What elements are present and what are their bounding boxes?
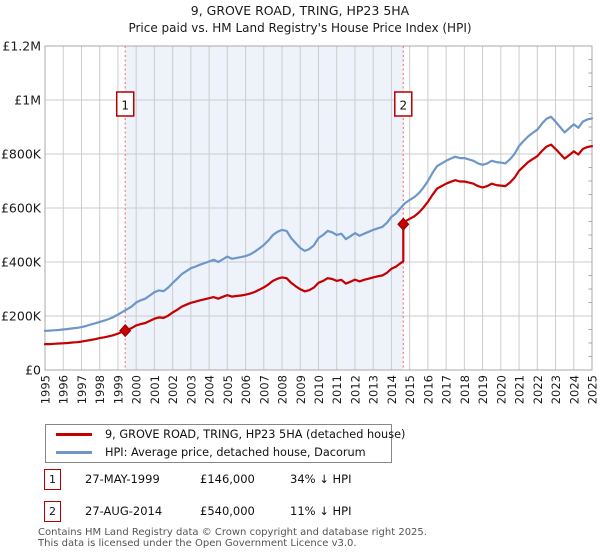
page-title: 9, GROVE ROAD, TRING, HP23 5HA [190,3,410,18]
y-tick-label: £0 [25,363,41,378]
sale-2-price: £540,000 [200,504,255,518]
x-tick-label: 2016 [421,375,435,404]
legend-item-hpi: HPI: Average price, detached house, Daco… [46,444,391,462]
legend-item-price: 9, GROVE ROAD, TRING, HP23 5HA (detached… [46,426,405,444]
page-subtitle: Price paid vs. HM Land Registry's House … [128,21,472,35]
x-tick-label: 1999 [111,375,125,404]
y-tick-label: £1.2M [2,39,41,54]
sale-2-number-badge: 2 [44,501,61,522]
x-tick-label: 2003 [184,375,198,404]
x-tick-label: 2011 [330,375,344,404]
x-tick-label: 2023 [549,375,563,404]
x-tick-label: 2000 [130,375,144,404]
sale-2-diamond [397,217,410,231]
y-tick-label: £600K [1,201,42,216]
x-tick-label: 2021 [513,375,527,404]
x-tick-label: 1996 [57,375,71,404]
x-tick-label: 2018 [458,375,472,404]
hpi-line [43,115,594,332]
sale-1-flag-number: 1 [121,99,129,113]
chart-legend: 9, GROVE ROAD, TRING, HP23 5HA (detached… [45,424,405,463]
x-tick-label: 2007 [257,375,271,404]
sale-row-1: 1 27-MAY-1999 £146,000 34% ↓ HPI [0,469,600,491]
sale-1-hpi-delta: 34% ↓ HPI [290,472,352,486]
x-tick-label: 2022 [531,375,545,404]
sale-1-price: £146,000 [200,472,255,486]
y-tick-label: £800K [1,147,42,162]
y-tick-label: £1M [14,93,41,108]
legend-label-hpi: HPI: Average price, detached house, Daco… [105,446,366,459]
x-tick-label: 1995 [39,375,53,404]
x-tick-label: 2013 [367,375,381,404]
legend-label-price: 9, GROVE ROAD, TRING, HP23 5HA (detached… [105,428,406,441]
y-tick-label: £400K [1,255,42,270]
x-tick-label: 1998 [93,375,107,404]
x-tick-label: 2014 [385,375,399,404]
x-tick-label: 2017 [440,375,454,404]
plot-border [44,45,593,371]
x-tick-label: 1997 [75,375,89,404]
x-tick-label: 2005 [221,375,235,404]
x-tick-label: 2009 [294,375,308,404]
sale-row-2: 2 27-AUG-2014 £540,000 11% ↓ HPI [0,501,600,523]
price-line-swatch [56,433,92,436]
x-tick-label: 2002 [166,375,180,404]
y-tick-label: £200K [1,309,42,324]
x-tick-label: 2020 [494,375,508,404]
sale-2-flag-number: 2 [399,99,407,113]
x-tick-label: 2024 [567,375,581,404]
copyright-line-2: This data is licensed under the Open Gov… [38,538,357,549]
x-tick-label: 2015 [403,375,417,404]
x-tick-label: 2019 [476,375,490,404]
x-tick-label: 2008 [276,375,290,404]
x-tick-label: 2012 [348,375,362,404]
x-tick-label: 2010 [312,375,326,404]
sale-2-date: 27-AUG-2014 [85,504,163,518]
sale-2-flag [394,91,413,117]
sale-1-diamond [119,323,132,338]
x-tick-label: 2006 [239,375,253,404]
price-paid-line [43,143,594,346]
x-tick-label: 2001 [148,375,162,404]
x-tick-label: 2004 [203,375,217,404]
copyright-line-1: Contains HM Land Registry data © Crown c… [38,527,427,538]
x-tick-label: 2025 [586,375,600,404]
sale-1-number-badge: 1 [44,469,61,490]
sale-1-date: 27-MAY-1999 [85,472,160,486]
sale-1-flag [115,91,135,117]
sale-2-hpi-delta: 11% ↓ HPI [290,504,352,518]
hpi-line-swatch [56,451,92,454]
